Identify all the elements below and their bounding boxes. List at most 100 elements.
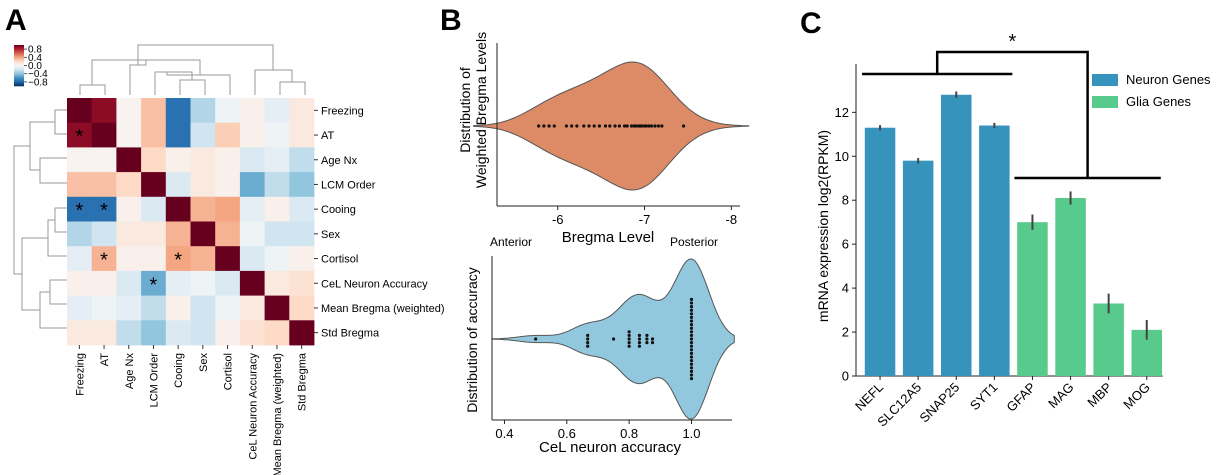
heatmap-cell [289, 221, 315, 247]
heatmap-cell [215, 196, 241, 222]
violin-x-tick-label: -7 [639, 212, 651, 227]
heatmap-cell [116, 320, 142, 346]
heatmap-cell [91, 270, 117, 296]
heatmap-cell [264, 98, 290, 124]
colorbar-segment [14, 72, 24, 74]
heatmap-colorbar: 0.80.40.0−0.4−0.8 [14, 45, 48, 88]
violin-point [645, 333, 649, 337]
colorbar-segment [14, 46, 24, 48]
violin-point [689, 377, 694, 381]
heatmap-cell [264, 270, 290, 296]
significance-star: * [150, 274, 158, 296]
violin-point [689, 337, 694, 341]
violin-x-tick-label: 1.0 [682, 426, 700, 441]
violin-point [689, 326, 694, 330]
heatmap-cell [190, 122, 216, 148]
heatmap-cell [67, 221, 93, 247]
violin-point [603, 124, 608, 128]
bar-y-tick-label: 6 [842, 237, 849, 252]
accuracy-violin: 0.4 0.6 0.8 1.0 [491, 256, 735, 441]
accuracy-ylabel: Distribution of accuracy [464, 267, 480, 413]
heatmap-cell [215, 320, 241, 346]
significance-star: * [75, 200, 83, 222]
heatmap-cell [141, 172, 167, 198]
violin-point [689, 366, 694, 370]
colorbar-segment [14, 70, 24, 72]
violin-point [647, 124, 651, 128]
colorbar-segment [14, 62, 24, 64]
bar [941, 94, 972, 377]
heatmap-cell [116, 147, 142, 173]
violin-point [537, 124, 541, 128]
heatmap-cell [239, 270, 265, 296]
violin-point [608, 124, 612, 128]
row-label: Cooing [321, 204, 356, 216]
column-label: Freezing [74, 353, 86, 396]
heatmap-cell [190, 196, 216, 222]
bar-x-tick-label: MAG [1045, 380, 1077, 412]
column-label: Cooing [173, 353, 185, 388]
bar-y-tick-label: 8 [842, 193, 849, 208]
violin-point [644, 124, 648, 128]
row-label: AT [321, 130, 335, 142]
heatmap-cell [289, 320, 315, 346]
heatmap-cell [190, 295, 216, 321]
violin-point [689, 312, 694, 316]
violin-point [627, 341, 631, 345]
colorbar-segment [14, 60, 24, 62]
heatmap-cell [141, 246, 167, 272]
heatmap-cell [165, 270, 191, 296]
colorbar-segment [14, 61, 24, 63]
heatmap-cell [67, 172, 93, 198]
row-label: CeL Neuron Accuracy [321, 278, 428, 290]
violin-point [634, 124, 638, 128]
violin-point [689, 330, 694, 334]
colorbar-segment [14, 69, 24, 71]
colorbar-segment [14, 48, 24, 50]
significance-star: * [1009, 31, 1017, 53]
violin-x-tick-label: 0.8 [620, 426, 638, 441]
violin-point [645, 337, 649, 341]
heatmap-cell [239, 98, 265, 124]
bar [1093, 303, 1124, 376]
heatmap-cell [239, 320, 265, 346]
violin-point [586, 344, 590, 348]
heatmap-cell [215, 246, 241, 272]
colorbar-segment [14, 77, 24, 80]
colorbar-segment [14, 63, 24, 65]
violin-point [534, 337, 538, 341]
heatmap-cell [264, 246, 290, 272]
heatmap-cell [141, 221, 167, 247]
violin-point [689, 362, 694, 366]
heatmap-cell [215, 98, 241, 124]
posterior-label: Posterior [670, 235, 718, 249]
colorbar-segment [14, 53, 24, 55]
column-label: Mean Bregma (weighted) [272, 353, 284, 475]
violin-point [629, 124, 634, 128]
heatmap-row-labels: Freezing AT Age Nx LCM Order Cooing Sex Cortis… [314, 105, 445, 340]
column-label: AT [99, 353, 111, 367]
bar-x-tick-label: MOG [1120, 380, 1153, 413]
heatmap-cell [264, 295, 290, 321]
dendrogram-top [79, 44, 306, 95]
column-label: Std Bregma [297, 352, 309, 411]
violin-point [653, 124, 657, 128]
heatmap-cell [141, 270, 167, 296]
violin-point [650, 337, 655, 341]
heatmap-cell [239, 122, 265, 148]
heatmap-cell [239, 196, 265, 222]
heatmap-cell [165, 98, 191, 124]
heatmap-cell [91, 295, 117, 321]
violin-point [552, 124, 556, 128]
bar [902, 160, 934, 376]
colorbar-segment [14, 84, 24, 87]
heatmap-cell [91, 98, 117, 124]
violin-point [649, 124, 654, 128]
heatmap-cell [190, 270, 216, 296]
violin-x-tick-label: 0.6 [558, 426, 576, 441]
column-label: CeL Neuron Accuracy [247, 353, 259, 460]
colorbar-segment [14, 54, 24, 56]
heatmap-cell [215, 270, 241, 296]
heatmap-cell [289, 172, 315, 198]
heatmap-cell [116, 122, 142, 148]
